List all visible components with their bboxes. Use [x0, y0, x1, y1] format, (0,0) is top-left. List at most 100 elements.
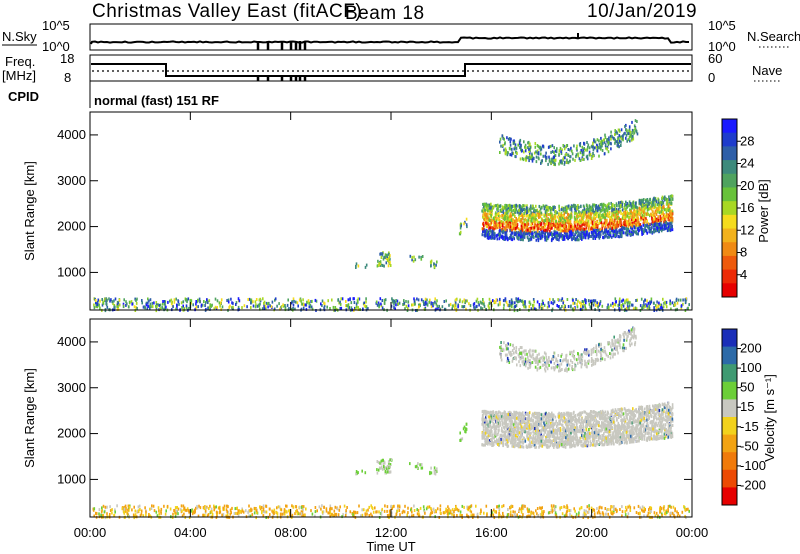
echo-cell: [625, 226, 628, 230]
nave-tick-top: 60: [708, 51, 722, 66]
echo-cell: [419, 304, 421, 308]
echo-cell: [635, 226, 637, 230]
echo-cell: [576, 207, 578, 211]
echo-cell: [618, 145, 620, 149]
echo-cell: [625, 298, 628, 302]
echo-cell: [660, 203, 663, 207]
echo-cell: [526, 507, 529, 511]
echo-cell: [653, 217, 656, 220]
echo-cell: [541, 514, 544, 518]
echo-cell: [567, 148, 570, 151]
echo-cell: [534, 218, 536, 222]
echo-cell: [526, 223, 529, 227]
echo-cell: [304, 303, 306, 307]
echo-cell: [631, 120, 633, 124]
echo-cell: [571, 233, 573, 237]
echo-cell: [556, 304, 558, 307]
echo-cell: [521, 225, 524, 229]
echo-cell: [591, 222, 594, 226]
echo-cell: [363, 304, 366, 307]
echo-cell: [545, 155, 548, 159]
echo-cell: [533, 207, 535, 211]
echo-cell: [553, 300, 555, 304]
echo-cell: [505, 233, 508, 237]
echo-cell: [213, 307, 215, 311]
colorbar-swatch: [722, 146, 737, 161]
echo-cell: [511, 305, 513, 309]
echo-cell: [379, 263, 381, 267]
echo-cell: [617, 304, 619, 307]
echo-cell: [671, 301, 674, 305]
echo-cell: [264, 510, 266, 514]
echo-cell: [527, 156, 529, 160]
echo-cell: [536, 234, 538, 238]
echo-cell: [659, 214, 661, 218]
echo-cell: [540, 227, 542, 231]
echo-cell: [242, 510, 245, 514]
echo-cell: [629, 139, 631, 143]
echo-cell: [664, 216, 666, 220]
echo-cell: [613, 507, 615, 511]
echo-cell: [347, 298, 350, 302]
echo-cell: [551, 235, 554, 239]
echo-cell: [621, 233, 623, 237]
echo-cell: [545, 208, 548, 212]
echo-cell: [331, 298, 333, 302]
echo-cell: [542, 512, 544, 516]
echo-cell: [509, 229, 511, 233]
echo-cell: [308, 301, 310, 305]
echo-cell: [627, 138, 630, 142]
echo-cell: [607, 143, 610, 146]
echo-cell: [607, 205, 610, 208]
echo-cell: [674, 303, 676, 307]
echo-cell: [518, 300, 520, 303]
echo-cell: [516, 298, 518, 302]
echo-cell: [253, 511, 256, 515]
echo-cell: [524, 143, 527, 147]
echo-cell: [544, 238, 546, 242]
echo-cell: [216, 306, 218, 309]
echo-cell: [580, 149, 582, 152]
cpid-label: CPID: [8, 89, 39, 104]
echo-cell: [294, 307, 296, 311]
echo-cell: [502, 299, 505, 303]
echo-cell: [320, 302, 322, 306]
echo-cell: [472, 303, 475, 307]
echo-cell: [653, 220, 655, 224]
echo-cell: [565, 512, 568, 516]
echo-cell: [601, 506, 603, 510]
echo-cell: [581, 157, 584, 161]
echo-cell: [481, 301, 483, 305]
echo-cell: [514, 305, 517, 308]
echo-cell: [173, 509, 176, 513]
echo-cell: [554, 149, 557, 153]
echo-cell: [635, 205, 638, 209]
echo-cell: [595, 207, 597, 211]
echo-cell: [560, 298, 563, 302]
echo-cell: [537, 514, 539, 518]
echo-cell: [609, 227, 611, 231]
echo-cell: [499, 302, 501, 306]
echo-cell: [624, 212, 627, 216]
echo-cell: [259, 307, 261, 311]
echo-cell: [480, 510, 482, 514]
echo-cell: [520, 218, 523, 222]
echo-cell: [104, 505, 107, 509]
echo-cell: [638, 212, 640, 215]
echo-cell: [612, 234, 615, 238]
echo-cell: [543, 214, 545, 218]
echo-cell: [526, 235, 529, 239]
echo-cell: [608, 207, 611, 211]
echo-cell: [548, 304, 550, 308]
echo-cell: [490, 213, 492, 217]
echo-cell: [412, 513, 415, 517]
echo-cell: [219, 304, 221, 308]
echo-cell: [167, 300, 169, 304]
echo-cell: [567, 224, 570, 228]
echo-cell: [617, 128, 620, 132]
echo-cell: [264, 304, 267, 308]
echo-cell: [250, 298, 253, 302]
echo-cell: [582, 211, 585, 215]
echo-cell: [657, 208, 660, 212]
echo-cell: [470, 514, 472, 518]
